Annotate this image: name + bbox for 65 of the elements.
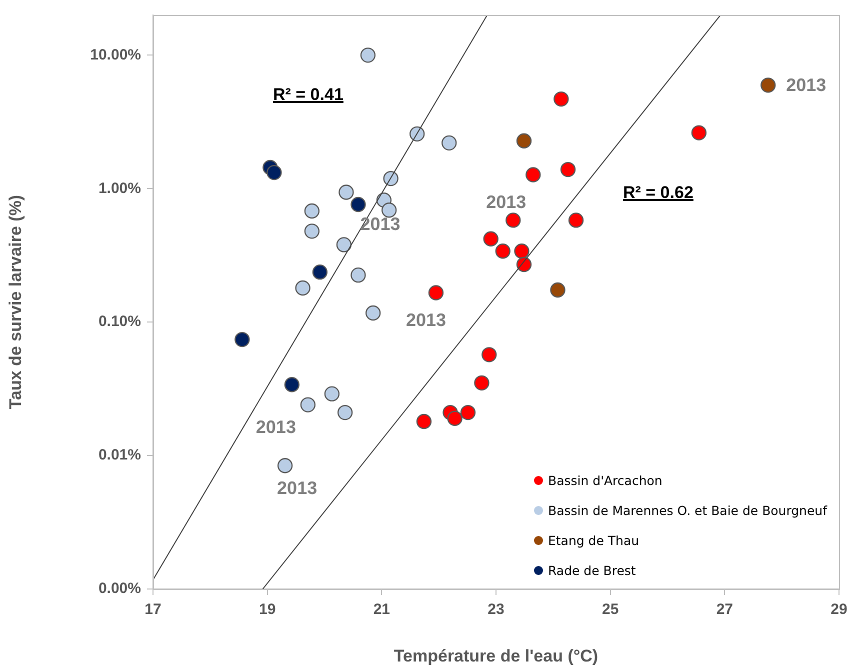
point xyxy=(691,125,707,140)
point xyxy=(416,414,432,430)
legend-label: Bassin d'Arcachon xyxy=(547,472,664,490)
legend-label: Rade de Brest xyxy=(547,562,637,580)
point xyxy=(284,377,300,392)
annotation: 2013 xyxy=(786,74,826,96)
point xyxy=(312,264,328,280)
point xyxy=(295,280,310,296)
point xyxy=(760,78,776,93)
point xyxy=(483,231,498,247)
annotation: 2013 xyxy=(406,310,446,332)
point xyxy=(526,167,541,182)
x-tick-label: 29 xyxy=(830,601,848,618)
y-tick-label: 10.00% xyxy=(90,46,141,64)
point xyxy=(568,212,584,228)
point xyxy=(234,332,250,348)
point xyxy=(410,126,425,142)
point xyxy=(495,244,510,259)
point xyxy=(350,196,366,212)
point xyxy=(337,404,353,420)
annotation: R² = 0.62 xyxy=(623,183,694,203)
point xyxy=(304,203,320,219)
annotation: 2013 xyxy=(256,417,296,438)
point xyxy=(383,170,398,186)
point xyxy=(304,224,320,239)
x-tick-label: 21 xyxy=(373,601,390,618)
y-tick-label: 0.01% xyxy=(98,446,141,464)
point xyxy=(560,162,576,178)
point xyxy=(324,386,340,402)
point xyxy=(516,133,532,148)
point xyxy=(474,375,490,391)
point xyxy=(365,305,381,321)
y-axis-title: Taux de survie larvaire (%) xyxy=(6,194,25,410)
x-tick-label: 19 xyxy=(258,601,276,618)
legend-label: Bassin de Marennes O. et Baie de Bourgneuf xyxy=(547,502,827,520)
x-axis-title: Température de l'eau (°C) xyxy=(394,646,598,666)
legend-label: Etang de Thau xyxy=(547,532,640,550)
point xyxy=(514,244,530,259)
annotation: 2013 xyxy=(277,478,318,500)
point xyxy=(550,282,566,298)
point xyxy=(460,404,476,420)
x-tick-label: 25 xyxy=(602,601,619,618)
x-tick-label: 17 xyxy=(144,601,162,618)
point xyxy=(506,212,521,228)
point xyxy=(442,135,457,151)
x-tick-label: 23 xyxy=(488,601,504,618)
annotation: 2013 xyxy=(486,192,526,213)
point xyxy=(336,237,352,252)
y-tick-label: 0.10% xyxy=(98,313,141,330)
point xyxy=(382,202,397,218)
point xyxy=(300,397,316,412)
y-tick-label: 1.00% xyxy=(98,180,141,197)
point xyxy=(338,184,354,200)
point xyxy=(554,91,569,107)
point xyxy=(447,410,462,426)
point xyxy=(428,285,444,300)
point xyxy=(277,458,293,474)
y-tick-label: 0.00% xyxy=(98,580,141,598)
annotation: R² = 0.41 xyxy=(273,85,344,105)
point xyxy=(350,267,366,283)
point xyxy=(482,347,497,362)
x-tick-label: 27 xyxy=(716,601,734,618)
point xyxy=(516,256,532,272)
point xyxy=(266,164,282,180)
point xyxy=(360,48,376,63)
